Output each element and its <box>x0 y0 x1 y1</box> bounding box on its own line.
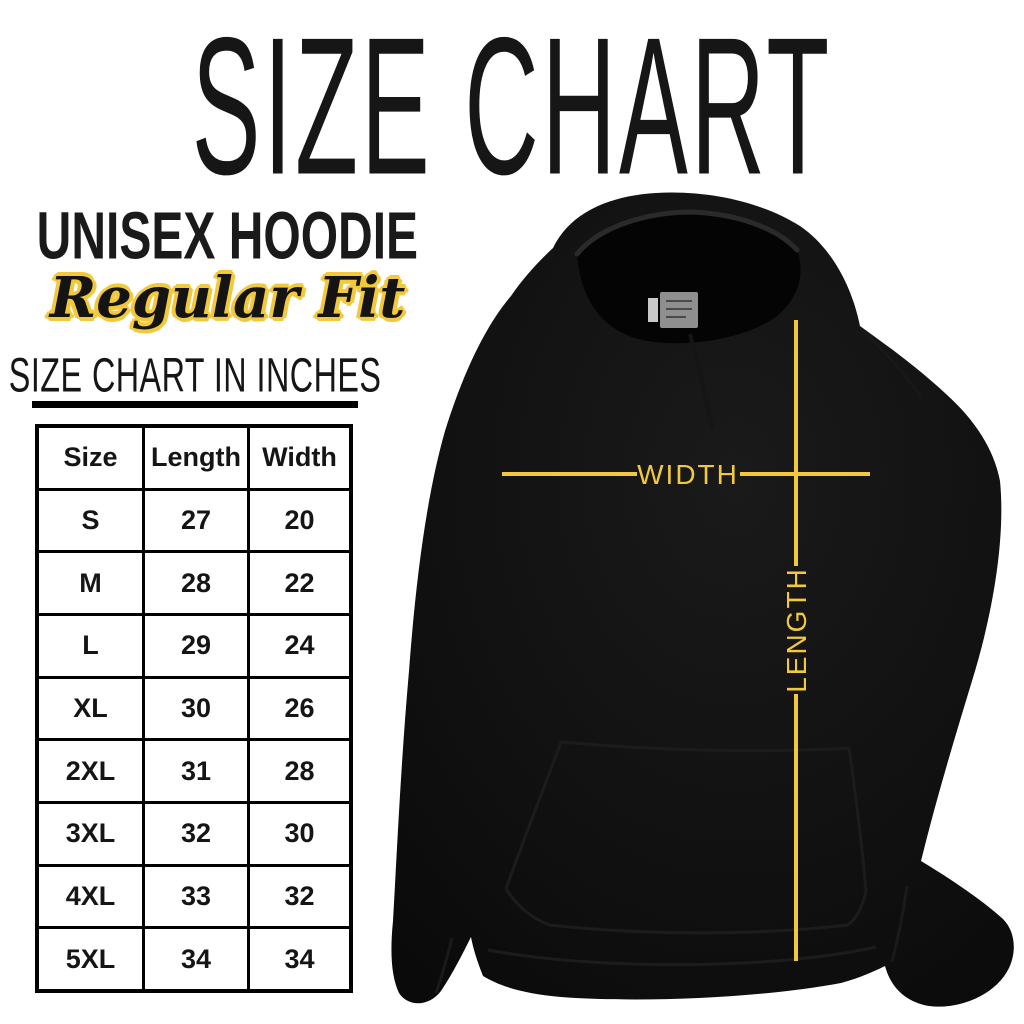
table-row-3xl-size: 3XL <box>39 804 142 864</box>
table-row-l-length: 29 <box>145 616 247 676</box>
table-row-m-width: 22 <box>250 553 349 613</box>
neck-tag <box>648 292 698 328</box>
table-row-2xl-length: 31 <box>145 741 247 801</box>
product-type-label: UNISEX HOODIE <box>36 197 419 273</box>
table-row-5xl-width: 34 <box>250 929 349 989</box>
pocket-seams <box>504 740 868 935</box>
table-row-m-length: 28 <box>145 553 247 613</box>
hood-opening <box>577 212 801 344</box>
width-measure-label: WIDTH <box>637 459 739 490</box>
table-row-4xl-width: 32 <box>250 866 349 927</box>
table-row-3xl-length: 32 <box>145 804 247 864</box>
table-row-xl-length: 30 <box>145 678 247 739</box>
hem-seam <box>487 945 877 967</box>
size-table: Size Length Width S 27 20 M 28 22 L 29 2… <box>35 424 353 993</box>
table-row-l-size: L <box>39 616 142 676</box>
col-header-size: Size <box>39 428 142 488</box>
product-fit-label: Regular Fit <box>49 265 406 331</box>
table-row-5xl-size: 5XL <box>39 929 142 989</box>
table-row-s-width: 20 <box>250 490 349 551</box>
cuff-seam-right <box>890 885 909 963</box>
table-row-m-size: M <box>39 553 142 613</box>
table-row-4xl-size: 4XL <box>39 866 142 927</box>
caption-underline <box>32 401 358 408</box>
table-row-s-size: S <box>39 490 142 551</box>
table-row-l-width: 24 <box>250 616 349 676</box>
hood-rim-highlight <box>574 209 800 257</box>
table-row-2xl-width: 28 <box>250 741 349 801</box>
page-title: SIZE CHART <box>191 0 833 215</box>
table-row-5xl-length: 34 <box>145 929 247 989</box>
table-row-2xl-size: 2XL <box>39 741 142 801</box>
placket-seam <box>688 333 714 429</box>
length-measure-label: LENGTH <box>781 567 812 693</box>
table-row-3xl-width: 30 <box>250 804 349 864</box>
shoulder-seam-right <box>859 327 924 400</box>
table-row-4xl-length: 33 <box>145 866 247 927</box>
col-header-width: Width <box>250 428 349 488</box>
cuff-seam-left <box>434 937 454 994</box>
hoodie-silhouette <box>391 192 1014 1007</box>
table-row-s-length: 27 <box>145 490 247 551</box>
table-row-xl-width: 26 <box>250 678 349 739</box>
table-row-xl-size: XL <box>39 678 142 739</box>
col-header-length: Length <box>145 428 247 488</box>
table-caption: SIZE CHART IN INCHES <box>8 348 382 403</box>
